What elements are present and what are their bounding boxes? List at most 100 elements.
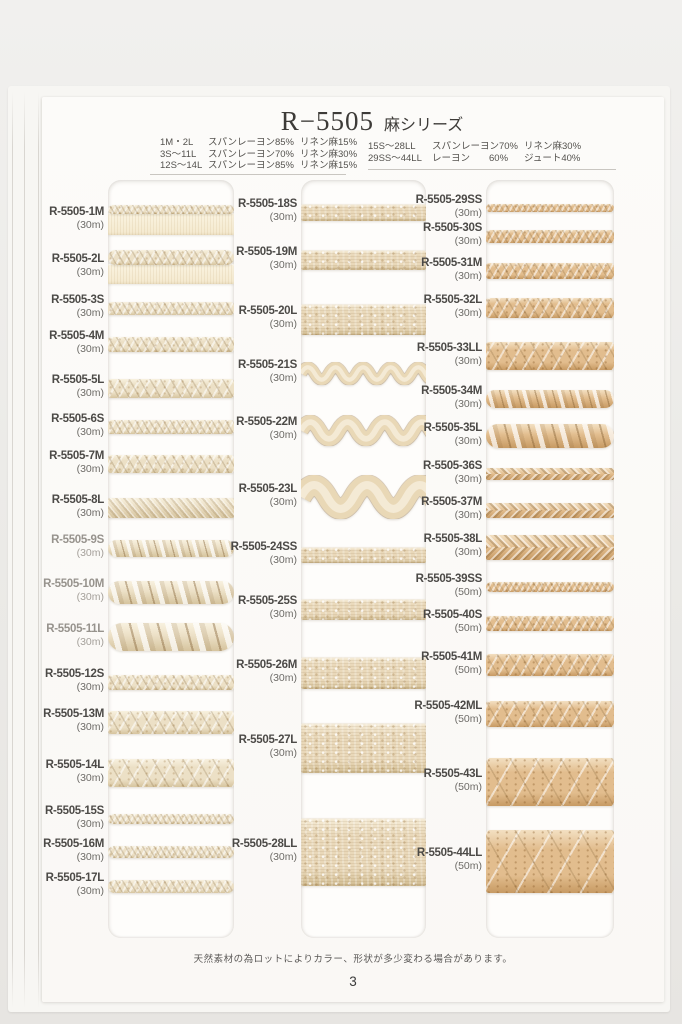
material-2: リネン麻15% (300, 160, 358, 171)
sample-label: R-5505-19M (30m) (147, 246, 297, 272)
material-2: リネン麻15% (300, 137, 358, 148)
sample-strip (486, 615, 614, 631)
sample-code: R-5505-29SS (415, 194, 483, 206)
sample-strip (301, 203, 426, 221)
sample-strip (108, 674, 234, 690)
sample-label: R-5505-43L (50m) (332, 768, 483, 794)
sample-length: (30m) (76, 307, 104, 319)
sample-label: R-5505-25S (30m) (147, 595, 297, 621)
sample-length: (30m) (454, 435, 482, 447)
sample-strip (108, 814, 234, 824)
page-edge-line (12, 92, 13, 1008)
size-range: 3S～11L (160, 148, 197, 160)
sample-label: R-5505-41M (50m) (332, 651, 482, 677)
sample-code: R-5505-31M (421, 257, 482, 269)
sample-code: R-5505-1M (49, 206, 104, 218)
sample-length: (30m) (76, 463, 104, 475)
sample-length: (30m) (269, 318, 297, 330)
sample-label: R-5505-27L (30m) (147, 734, 298, 760)
sample-label: R-5505-28LL (30m) (147, 838, 297, 864)
sample-strip (108, 623, 234, 651)
sample-strip (301, 547, 426, 563)
sample-code: R-5505-18S (237, 198, 297, 210)
sample-label: R-5505-12S (30m) (0, 668, 104, 694)
sample-label: R-5505-17L (30m) (0, 872, 105, 898)
sample-length: (50m) (454, 781, 482, 793)
sample-length: (30m) (76, 219, 104, 231)
composition-table-left: 1M・2L スパンレーヨン85% リネン麻15% 3S～11L スパンレーヨン70% リ… (160, 137, 357, 172)
sample-length: (30m) (76, 851, 104, 863)
sample-label: R-5505-18S (30m) (147, 198, 297, 224)
composition-row: 3S～11L スパンレーヨン70% リネン麻30% (160, 149, 357, 161)
sample-code: R-5505-14L (45, 759, 105, 771)
sample-code: R-5505-43L (423, 768, 483, 780)
sample-label: R-5505-35L (30m) (332, 422, 483, 448)
sample-length: (30m) (76, 426, 104, 438)
sample-code: R-5505-20L (238, 305, 298, 317)
spec-underline-left (150, 174, 346, 175)
sample-strip (108, 580, 234, 604)
sample-ricrac (301, 360, 426, 386)
material-2: リネン麻30% (300, 148, 358, 160)
sample-length: (30m) (76, 343, 104, 355)
material-1: レーヨン 60% (432, 152, 509, 164)
material-2: ジュート40% (524, 152, 581, 164)
sample-length: (30m) (269, 851, 297, 863)
sample-label: R-5505-13M (30m) (0, 708, 104, 734)
sample-strip (108, 420, 234, 434)
sample-code: R-5505-32L (423, 294, 483, 306)
material-1: スパンレーヨン70% (208, 148, 294, 160)
sample-length: (30m) (269, 608, 297, 620)
sample-label: R-5505-5L (30m) (0, 374, 105, 400)
sample-strip (108, 378, 234, 398)
sample-strip (486, 204, 614, 212)
sample-label: R-5505-37M (30m) (332, 496, 482, 522)
sample-ricrac (301, 474, 426, 520)
sample-code: R-5505-21S (237, 359, 297, 371)
sample-length: (30m) (454, 473, 482, 485)
sample-label: R-5505-3S (30m) (0, 294, 104, 320)
sample-code: R-5505-5L (51, 374, 105, 386)
sample-label: R-5505-34M (30m) (332, 385, 482, 411)
sample-strip (486, 424, 614, 448)
size-range: 12S～14L (160, 160, 203, 171)
sample-strip (486, 263, 614, 279)
sample-label: R-5505-4M (30m) (0, 330, 104, 356)
sample-label: R-5505-33LL (30m) (332, 342, 482, 368)
sample-code: R-5505-23L (238, 483, 298, 495)
sample-code: R-5505-9S (51, 534, 104, 546)
sample-length: (50m) (454, 713, 482, 725)
size-range: 1M・2L (160, 137, 194, 148)
sample-length: (30m) (454, 509, 482, 521)
sample-label: R-5505-44LL (50m) (332, 847, 482, 873)
sample-code: R-5505-10M (43, 578, 104, 590)
sample-code: R-5505-27L (238, 734, 298, 746)
sample-code: R-5505-33LL (416, 342, 482, 354)
sample-length: (30m) (454, 207, 482, 219)
sample-strip (301, 598, 426, 620)
sample-strip (301, 250, 426, 270)
sample-strip (108, 455, 234, 473)
sample-code: R-5505-24SS (230, 541, 298, 553)
sample-strip (486, 502, 614, 518)
sample-strip (108, 710, 234, 734)
sample-code: R-5505-19M (236, 246, 297, 258)
sample-strip (486, 534, 614, 560)
page-edge-line (24, 92, 25, 1008)
sample-length: (30m) (76, 507, 104, 519)
sample-length: (30m) (269, 429, 297, 441)
sample-label: R-5505-24SS (30m) (147, 541, 298, 567)
sample-ribbon-tape (108, 263, 234, 284)
sample-strip (301, 818, 426, 886)
sample-label: R-5505-9S (30m) (0, 534, 104, 560)
sample-window (108, 180, 234, 938)
sample-strip (486, 829, 614, 893)
sample-code: R-5505-16M (43, 838, 104, 850)
sample-length: (30m) (76, 387, 104, 399)
sample-label: R-5505-11L (30m) (0, 623, 104, 649)
ricrac-wave (301, 413, 426, 447)
sample-label: R-5505-31M (30m) (332, 257, 482, 283)
ricrac-wave (301, 474, 426, 520)
sample-strip (301, 723, 426, 773)
